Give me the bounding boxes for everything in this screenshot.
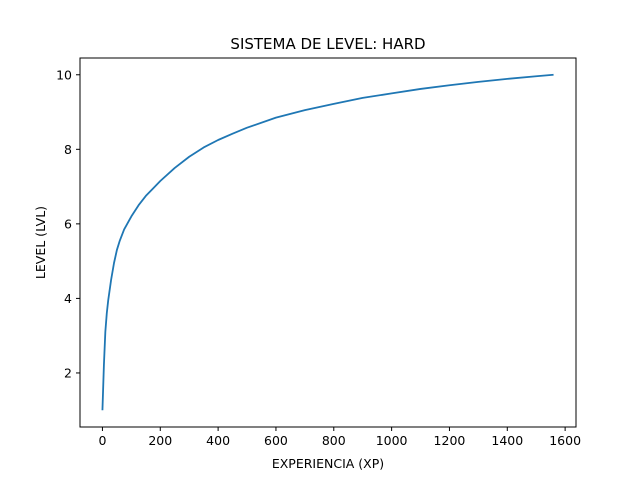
axes-frame — [79, 57, 577, 428]
x-axis-ticks: 0 200 400 600 800 1000 1200 1400 1600 — [98, 427, 581, 448]
x-tick-label: 0 — [98, 433, 106, 448]
x-tick-label: 600 — [264, 433, 288, 448]
series-line-0 — [101, 73, 554, 411]
x-tick-label: 200 — [148, 433, 172, 448]
x-tick-label: 1000 — [376, 433, 408, 448]
x-axis-label: EXPERIENCIA (XP) — [272, 456, 384, 471]
plot-area — [101, 73, 554, 411]
y-axis-ticks: 2 4 6 8 10 — [56, 67, 80, 380]
x-tick-label: 400 — [206, 433, 230, 448]
y-tick-label: 10 — [56, 67, 72, 82]
x-tick-label: 1200 — [434, 433, 466, 448]
y-tick-label: 4 — [64, 291, 72, 306]
x-tick-label: 1600 — [549, 433, 581, 448]
x-tick-label: 800 — [322, 433, 346, 448]
y-tick-label: 6 — [64, 216, 72, 231]
x-tick-label: 1400 — [491, 433, 523, 448]
y-tick-label: 8 — [64, 142, 72, 157]
chart-title: SISTEMA DE LEVEL: HARD — [230, 35, 425, 53]
y-tick-label: 2 — [64, 365, 72, 380]
y-axis-label: LEVEL (LVL) — [33, 206, 48, 279]
